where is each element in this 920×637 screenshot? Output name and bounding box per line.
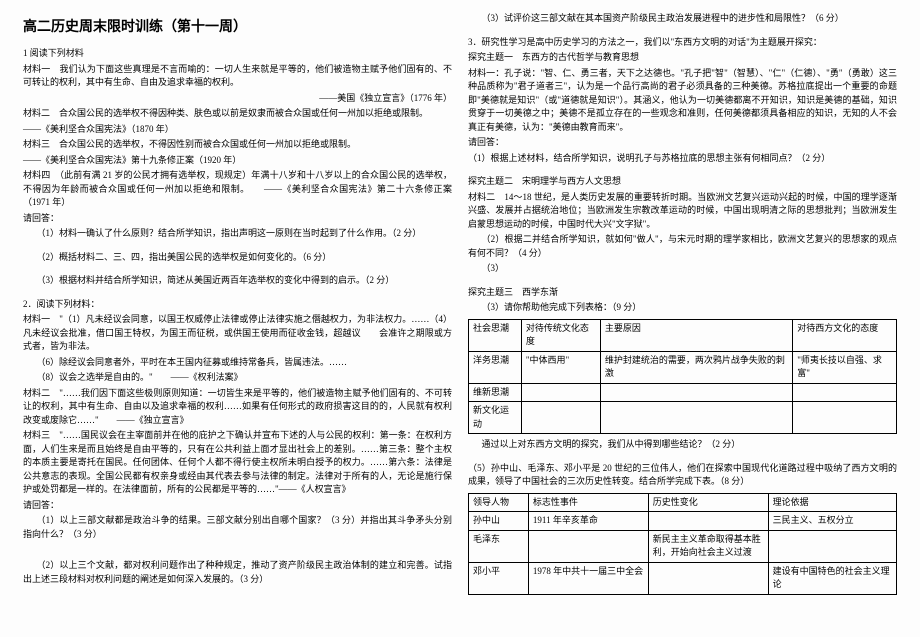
topic-3: 探究主题三 西学东渐 [468,286,897,300]
table-cell: 孙中山 [469,512,529,531]
table-header: 对待传统文化态度 [521,319,600,351]
left-column: 高二历史周末限时训练（第十一周） 1 阅读下列材料 材料一 我们认为下面这些真理… [15,10,460,627]
table-cell: 邓小平 [469,562,529,594]
q2-material-3: 材料三 "……国民议会在主宰面前并在他的庇护之下确认并宣布下述的人与公民的权利：… [23,429,452,497]
table-cell: 维新思潮 [469,383,522,402]
table-header: 历史性变化 [648,493,768,512]
spacer [468,278,897,284]
table-cell [793,402,897,434]
q3-sub4: 通过以上对东西方文明的探究，我们从中得到哪些结论？（2 分） [468,438,897,452]
q2-sub3: （3）试评价这三部文献在其本国资产阶级民主政治发展进程中的进步性和局限性？（6 … [468,12,897,26]
spacer [23,243,452,249]
table-header: 社会思潮 [469,319,522,351]
q1-sub3: （3）根据材料并结合所学知识，简述从美国近两百年选举权的变化中得到的启示。（2 … [23,274,452,288]
q2-sub2: （2）以上三个文献，都对权利问题作出了种种规定，推动了资产阶级民主政治体制的建立… [23,559,452,586]
q3-material-1: 材料一：孔子说："智、仁、勇三者，天下之达德也。"孔子把"智"（智慧）、"仁"（… [468,67,897,135]
spacer [468,454,897,460]
material-4: 材料四 （此前有满 21 岁的公民才拥有选举权，现规定）年满十八岁和十八岁以上的… [23,169,452,210]
table-cell [648,512,768,531]
table-cell: 毛泽东 [469,530,529,562]
table-cell [528,530,648,562]
table-cell [768,530,896,562]
topic-1: 探究主题一 东西方的古代哲学与教育思想 [468,51,897,65]
table-row: 领导人物 标志性事件 历史性变化 理论依据 [469,493,897,512]
table-header: 标志性事件 [528,493,648,512]
table-row: 邓小平 1978 年中共十一届三中全会 建设有中国特色的社会主义理论 [469,562,897,594]
table-header: 理论依据 [768,493,896,512]
material-2-source: ——《美利坚合众国宪法》（1870 年） [23,123,452,137]
q3-ask: 请回答： [468,136,897,150]
table-cell: 维护封建统治的需要，两次鸦片战争失败的刺激 [600,351,792,383]
q1-sub1: （1）材料一确认了什么原则？结合所学知识，指出声明这一原则在当时起到了什么作用。… [23,227,452,241]
material-2: 材料二 合众国公民的选举权不得因种类、肤色或以前是奴隶而被合众国或任何一州加以拒… [23,107,452,121]
table-row: 洋务思潮 "中体西用" 维护封建统治的需要，两次鸦片战争失败的刺激 "师夷长技以… [469,351,897,383]
table-header: 对待西方文化的态度 [793,319,897,351]
table-cell: 新文化运动 [469,402,522,434]
document-title: 高二历史周末限时训练（第十一周） [23,16,452,37]
q3-intro: 3．研究性学习是高中历史学习的方法之一，我们以"东西方文明的对话"为主题展开探究… [468,36,897,50]
topic-2: 探究主题二 宋明理学与西方人文思想 [468,175,897,189]
q2-material-1c: （8）议会之选举是自由的。" ——《权利法案》 [23,371,452,385]
q2-intro: 2．阅读下列材料： [23,298,452,312]
table-cell [600,402,792,434]
material-1: 材料一 我们认为下面这些真理是不言而喻的：一切人生来就是平等的，他们被造物主赋予… [23,63,452,90]
table-cell [648,562,768,594]
table-cell [793,383,897,402]
table-2: 领导人物 标志性事件 历史性变化 理论依据 孙中山 1911 年辛亥革命 三民主… [468,493,897,595]
q3-sub5-intro: （5）孙中山、毛泽东、邓小平是 20 世纪的三位伟人，他们在探索中国现代化道路过… [468,462,897,489]
table-cell [521,402,600,434]
table-cell [521,383,600,402]
table-cell: 建设有中国特色的社会主义理论 [768,562,896,594]
table-cell: 1978 年中共十一届三中全会 [528,562,648,594]
table-cell: 1911 年辛亥革命 [528,512,648,531]
spacer [23,543,452,557]
table-cell [600,383,792,402]
q3-sub2b: （3） [468,262,897,276]
table-1: 社会思潮 对待传统文化态度 主要原因 对待西方文化的态度 洋务思潮 "中体西用"… [468,319,897,435]
q2-material-1b: （6）除经议会同意者外，平时在本王国内征募或维持常备兵，皆属违法。…… [23,356,452,370]
table-cell: 三民主义、五权分立 [768,512,896,531]
table-header: 主要原因 [600,319,792,351]
table-cell: 新民主主义革命取得基本胜利，开始向社会主义过渡 [648,530,768,562]
table-row: 毛泽东 新民主主义革命取得基本胜利，开始向社会主义过渡 [469,530,897,562]
q3-sub1: （1）根据上述材料，结合所学知识，说明孔子与苏格拉底的思想主张有何相同点？（2 … [468,152,897,166]
table-row: 孙中山 1911 年辛亥革命 三民主义、五权分立 [469,512,897,531]
q2-ask: 请回答： [23,499,452,513]
spacer [468,28,897,34]
material-1-source: ——美国《独立宣言》（1776 年） [23,92,452,106]
q3-sub3: （3）请你帮助他完成下列表格：（9 分） [468,301,897,315]
table-row: 新文化运动 [469,402,897,434]
table-row: 维新思潮 [469,383,897,402]
material-3: 材料三 合众国公民的选举权，不得因性别而被合众国或任何一州加以拒绝或限制。 [23,138,452,152]
q1-intro: 1 阅读下列材料 [23,47,452,61]
spacer [23,290,452,296]
right-column: （3）试评价这三部文献在其本国资产阶级民主政治发展进程中的进步性和局限性？（6 … [460,10,905,627]
table-row: 社会思潮 对待传统文化态度 主要原因 对待西方文化的态度 [469,319,897,351]
q2-material-1: 材料一 "（1）凡未经议会同意，以国王权威停止法律或停止法律实施之僭越权力，为非… [23,313,452,354]
spacer [468,167,897,173]
q3-sub2: （2）根据二并结合所学知识，就如何"做人"，与宋元时期的理学家相比，欧洲文艺复兴… [468,233,897,260]
table-cell: "中体西用" [521,351,600,383]
q2-sub1: （1）以上三部文献都是政治斗争的结果。三部文献分别出自哪个国家？（3 分）并指出… [23,514,452,541]
table-cell: 洋务思潮 [469,351,522,383]
q1-ask: 请回答： [23,212,452,226]
spacer [23,266,452,272]
q2-material-2: 材料二 "……我们因下面这些极则原则知道：一切皆生来是平等的，他们被造物主赋予他… [23,387,452,428]
table-header: 领导人物 [469,493,529,512]
q3-material-2: 材料二 14～18 世纪，是人类历史发展的重要转折时期。当欧洲文艺复兴运动兴起的… [468,191,897,232]
q1-sub2: （2）概括材料二、三、四，指出美国公民的选举权是如何变化的。（6 分） [23,251,452,265]
table-cell: "师夷长技以自强、求富" [793,351,897,383]
material-3-source: ——《美利坚合众国宪法》第十九条修正案（1920 年） [23,154,452,168]
